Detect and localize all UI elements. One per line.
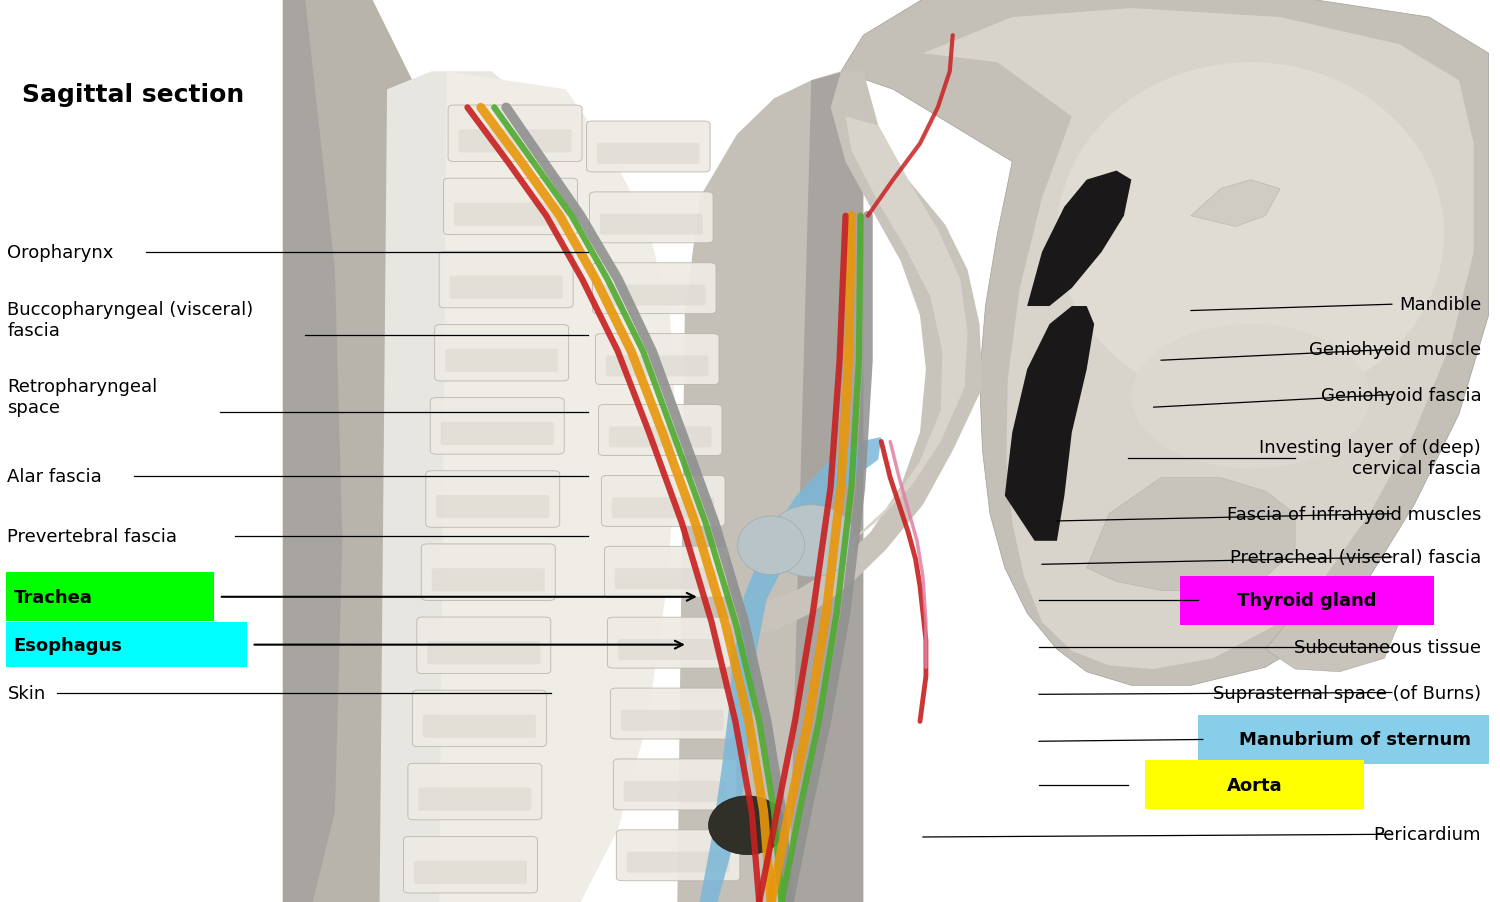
FancyBboxPatch shape: [604, 547, 728, 597]
Ellipse shape: [1058, 63, 1444, 406]
FancyBboxPatch shape: [600, 215, 702, 235]
FancyBboxPatch shape: [414, 861, 526, 884]
FancyBboxPatch shape: [6, 573, 214, 621]
Polygon shape: [1005, 307, 1094, 541]
FancyBboxPatch shape: [422, 544, 555, 601]
Text: Trachea: Trachea: [13, 588, 93, 606]
Polygon shape: [842, 0, 1488, 686]
Text: Mandible: Mandible: [1400, 296, 1480, 314]
Text: Investing layer of (deep)
cervical fascia: Investing layer of (deep) cervical fasci…: [1260, 439, 1480, 477]
FancyBboxPatch shape: [6, 622, 248, 667]
Ellipse shape: [1131, 325, 1370, 469]
FancyBboxPatch shape: [597, 143, 699, 164]
Polygon shape: [380, 72, 670, 902]
FancyBboxPatch shape: [430, 398, 564, 455]
FancyBboxPatch shape: [598, 405, 722, 456]
Polygon shape: [816, 117, 968, 564]
FancyBboxPatch shape: [596, 335, 718, 385]
FancyBboxPatch shape: [426, 471, 560, 528]
FancyBboxPatch shape: [441, 422, 554, 446]
Polygon shape: [699, 437, 882, 902]
FancyBboxPatch shape: [459, 130, 572, 153]
Text: Oropharynx: Oropharynx: [8, 244, 114, 262]
FancyBboxPatch shape: [448, 106, 582, 162]
Polygon shape: [729, 72, 982, 636]
Polygon shape: [1086, 478, 1294, 591]
Text: Manubrium of sternum: Manubrium of sternum: [1239, 731, 1470, 749]
FancyBboxPatch shape: [423, 714, 536, 738]
FancyBboxPatch shape: [612, 498, 714, 519]
FancyBboxPatch shape: [590, 193, 712, 244]
Polygon shape: [678, 72, 842, 902]
Text: Thyroid gland: Thyroid gland: [1238, 592, 1377, 610]
FancyBboxPatch shape: [435, 325, 568, 382]
FancyBboxPatch shape: [586, 122, 710, 173]
FancyBboxPatch shape: [610, 688, 734, 739]
Text: Subcutaneous tissue: Subcutaneous tissue: [1294, 639, 1480, 657]
Ellipse shape: [766, 505, 856, 577]
FancyBboxPatch shape: [624, 781, 726, 802]
FancyBboxPatch shape: [618, 640, 720, 660]
FancyBboxPatch shape: [1146, 760, 1365, 809]
Text: Pericardium: Pericardium: [1374, 825, 1480, 843]
Text: Alar fascia: Alar fascia: [8, 467, 102, 485]
Text: Esophagus: Esophagus: [13, 636, 123, 654]
FancyBboxPatch shape: [454, 203, 567, 226]
Ellipse shape: [708, 796, 786, 855]
FancyBboxPatch shape: [427, 641, 540, 665]
FancyBboxPatch shape: [432, 568, 544, 592]
Text: Prevertebral fascia: Prevertebral fascia: [8, 528, 177, 546]
Text: Aorta: Aorta: [1227, 776, 1282, 794]
FancyBboxPatch shape: [436, 495, 549, 519]
FancyBboxPatch shape: [404, 836, 537, 893]
FancyBboxPatch shape: [1180, 576, 1434, 625]
Polygon shape: [789, 72, 864, 902]
FancyBboxPatch shape: [616, 830, 740, 880]
FancyBboxPatch shape: [627, 851, 729, 873]
Text: Geniohyoid fascia: Geniohyoid fascia: [1320, 386, 1480, 404]
Text: Pretracheal (visceral) fascia: Pretracheal (visceral) fascia: [1230, 548, 1480, 566]
Text: Skin: Skin: [8, 684, 45, 702]
FancyBboxPatch shape: [621, 710, 723, 731]
Text: Retropharyngeal
space: Retropharyngeal space: [8, 378, 158, 416]
FancyBboxPatch shape: [614, 759, 736, 810]
FancyBboxPatch shape: [602, 476, 724, 527]
FancyBboxPatch shape: [417, 617, 550, 674]
FancyBboxPatch shape: [444, 179, 578, 235]
Text: Sagittal section: Sagittal section: [22, 83, 245, 106]
Text: Geniohyoid muscle: Geniohyoid muscle: [1310, 341, 1480, 359]
Polygon shape: [922, 9, 1473, 669]
Polygon shape: [284, 0, 342, 902]
FancyBboxPatch shape: [419, 787, 531, 811]
FancyBboxPatch shape: [446, 349, 558, 373]
FancyBboxPatch shape: [1198, 715, 1500, 764]
Text: Fascia of infrahyoid muscles: Fascia of infrahyoid muscles: [1227, 505, 1480, 523]
FancyBboxPatch shape: [592, 263, 716, 314]
Polygon shape: [1028, 171, 1131, 307]
Ellipse shape: [738, 516, 804, 575]
FancyBboxPatch shape: [440, 252, 573, 308]
Polygon shape: [1191, 180, 1280, 227]
FancyBboxPatch shape: [408, 763, 542, 820]
Polygon shape: [1266, 595, 1400, 672]
FancyBboxPatch shape: [450, 276, 562, 299]
FancyBboxPatch shape: [606, 356, 708, 377]
FancyBboxPatch shape: [615, 568, 717, 590]
FancyBboxPatch shape: [603, 285, 705, 306]
FancyBboxPatch shape: [609, 427, 711, 448]
Text: Buccopharyngeal (visceral)
fascia: Buccopharyngeal (visceral) fascia: [8, 301, 254, 339]
FancyBboxPatch shape: [413, 690, 546, 747]
Polygon shape: [440, 72, 678, 902]
Polygon shape: [284, 0, 462, 902]
FancyBboxPatch shape: [608, 618, 730, 668]
Text: Suprasternal space (of Burns): Suprasternal space (of Burns): [1214, 684, 1480, 702]
